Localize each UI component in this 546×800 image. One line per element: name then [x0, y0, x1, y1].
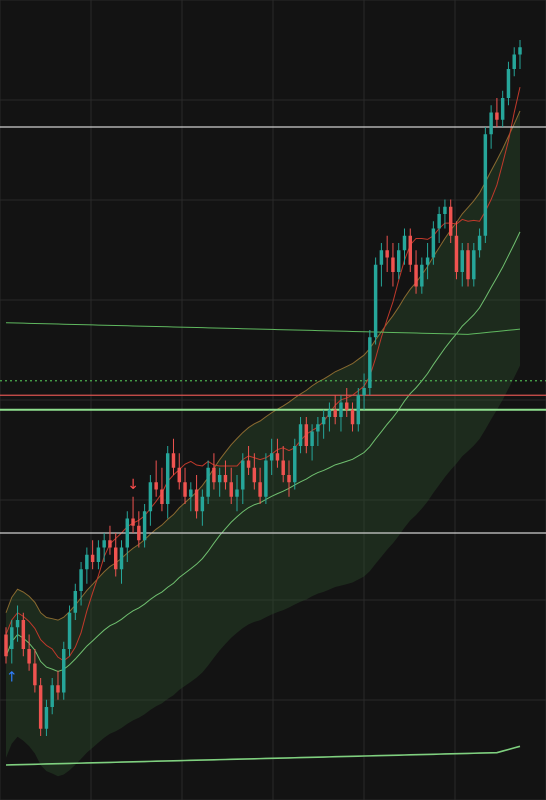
candle-body	[113, 547, 118, 570]
candle-body	[15, 620, 20, 628]
candle-body	[125, 518, 130, 548]
candle-body	[10, 627, 14, 649]
candle-body	[96, 547, 101, 562]
candle-body	[489, 112, 493, 135]
candle-body	[200, 496, 205, 512]
candle-body	[62, 649, 66, 693]
candle-body	[293, 446, 297, 483]
candle-body	[206, 467, 210, 497]
candle-body	[472, 250, 476, 280]
candle-body	[431, 228, 436, 258]
candle-body	[154, 482, 158, 490]
candle-body	[142, 511, 147, 541]
candle-body	[148, 482, 153, 512]
candle-body	[258, 482, 262, 497]
candle-body	[137, 525, 141, 541]
candle-body	[316, 424, 320, 432]
candle-body	[339, 402, 343, 417]
candle-body	[223, 475, 228, 483]
candle-body	[67, 612, 72, 649]
candle-body	[27, 649, 31, 664]
candle-body	[264, 460, 268, 497]
candle-body	[518, 47, 522, 55]
candle-body	[454, 235, 459, 272]
candle-body	[460, 250, 464, 272]
candle-body	[160, 489, 164, 504]
candle-body	[90, 554, 95, 562]
candle-body	[38, 685, 43, 729]
candle-body	[269, 453, 274, 461]
band-middle-line	[5, 231, 521, 673]
buy-arrow-icon: ↑	[6, 670, 18, 686]
candle-body	[119, 547, 124, 570]
candle-body	[385, 250, 389, 258]
candle-body	[466, 250, 470, 280]
candle-body	[391, 257, 395, 272]
candle-body	[483, 134, 488, 236]
candle-body	[287, 475, 291, 483]
candle-body	[194, 489, 199, 512]
candle-body	[85, 554, 89, 570]
candle-body	[56, 685, 60, 693]
candle-body	[379, 250, 384, 265]
indicator-band-fill	[6, 110, 520, 777]
candle-body	[21, 620, 26, 649]
candle-body	[281, 460, 285, 475]
candle-body	[189, 489, 193, 497]
candle-body	[506, 69, 511, 98]
candle-body	[79, 569, 83, 591]
candle-body	[512, 54, 516, 69]
candle-body	[350, 409, 355, 425]
candle-body	[373, 264, 378, 338]
candle-body	[437, 214, 441, 229]
candle-body	[500, 98, 505, 120]
candle-body	[298, 424, 303, 446]
candle-body	[73, 591, 78, 613]
candle-body	[4, 634, 8, 657]
candle-body	[177, 467, 181, 483]
candle-body	[50, 685, 54, 707]
candle-body	[165, 453, 170, 504]
candle-body	[217, 475, 222, 483]
candle-body	[108, 540, 112, 548]
candle-body	[241, 460, 245, 490]
candle-body	[44, 707, 49, 729]
candle-body	[33, 663, 37, 686]
candle-body	[362, 388, 366, 396]
candle-body	[246, 460, 251, 468]
candle-body	[425, 257, 430, 265]
candle-body	[345, 402, 349, 410]
candle-body	[212, 467, 216, 483]
candle-body	[102, 540, 106, 548]
candle-body	[171, 453, 176, 468]
candle-body	[448, 206, 453, 236]
candle-body	[131, 518, 135, 526]
candle-body	[235, 489, 239, 497]
candle-body	[443, 206, 447, 214]
candle-body	[396, 250, 401, 272]
candle-body	[229, 482, 233, 497]
candle-body	[420, 264, 424, 287]
candle-body	[327, 409, 332, 417]
moving-average-slow-line	[5, 745, 521, 766]
candle-body	[408, 235, 413, 265]
candle-body	[333, 409, 337, 417]
candle-body	[368, 337, 372, 388]
candle-body	[275, 453, 280, 461]
candle-body	[252, 467, 257, 483]
candle-body	[414, 264, 418, 287]
candle-body	[356, 395, 361, 425]
candle-body	[321, 417, 326, 425]
candle-body	[310, 431, 314, 446]
candle-body	[183, 482, 187, 497]
sell-arrow-icon: ↓	[127, 477, 139, 493]
candle-body	[304, 424, 309, 446]
candle-body	[477, 235, 482, 251]
moving-average-long-line	[5, 322, 521, 335]
candle-body	[402, 235, 407, 251]
candle-body	[495, 112, 499, 120]
